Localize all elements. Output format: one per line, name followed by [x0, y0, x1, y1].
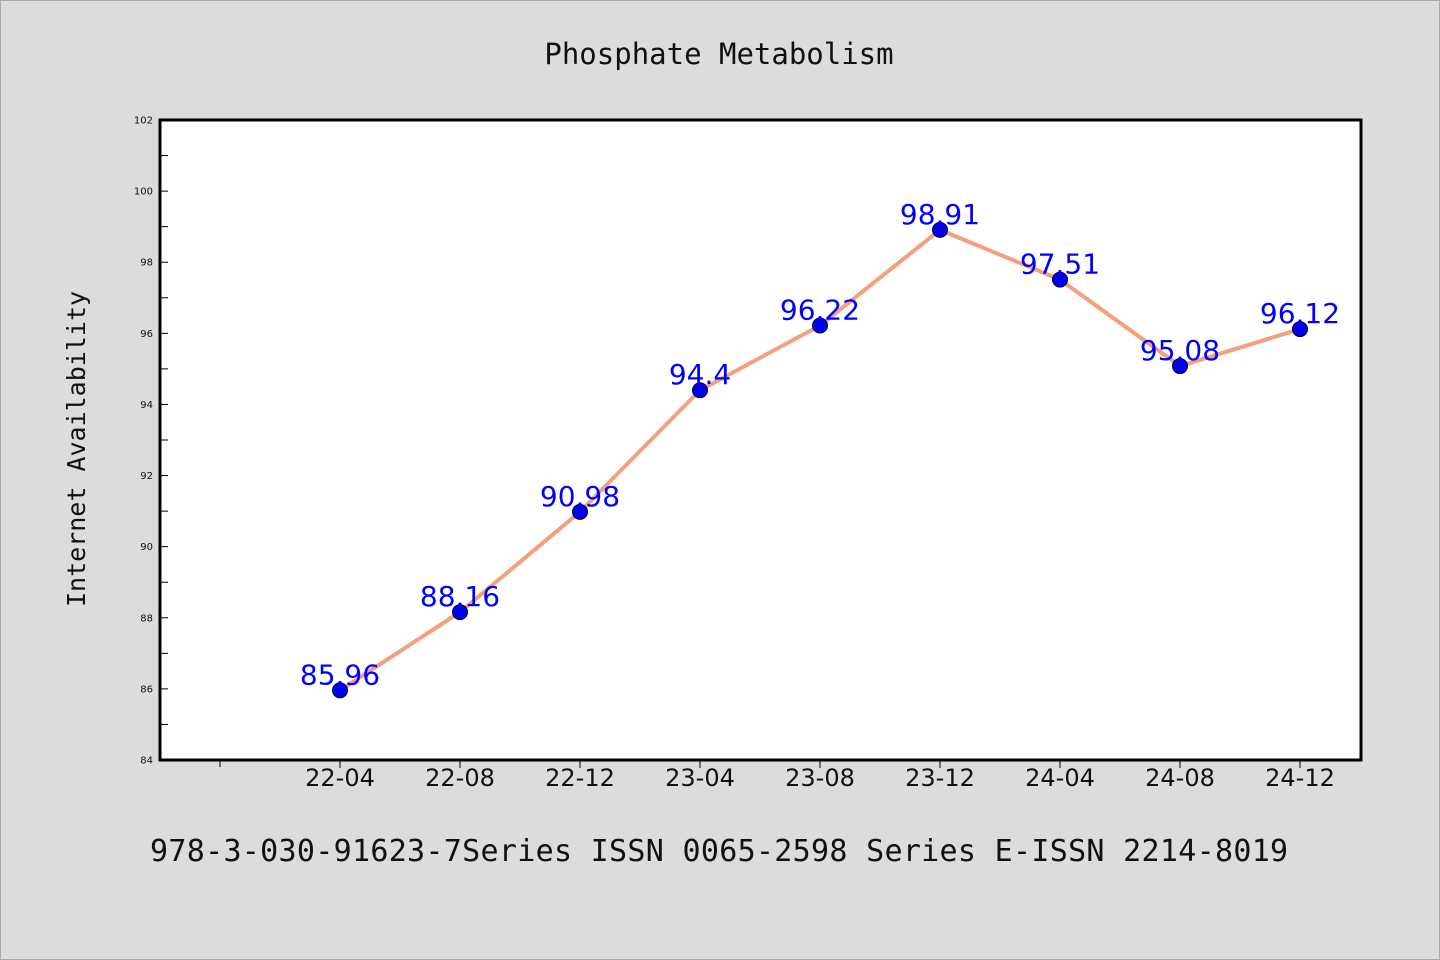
y-tick-label: 96 — [140, 329, 153, 340]
y-axis-ticks: 84 86 88 90 92 94 96 98 100 102 — [134, 116, 168, 767]
chart-title: Phosphate Metabolism — [544, 37, 893, 71]
x-tick-label: 23-04 — [665, 764, 735, 792]
data-label: 96.12 — [1260, 297, 1340, 330]
y-tick-label: 84 — [140, 756, 153, 767]
y-tick-label: 100 — [134, 187, 153, 198]
x-tick-label: 22-12 — [545, 764, 615, 792]
data-point — [452, 604, 468, 621]
y-tick-label: 92 — [140, 471, 153, 482]
y-tick-label: 86 — [140, 684, 153, 695]
y-tick-label: 94 — [140, 400, 153, 411]
y-tick-label: 88 — [140, 613, 153, 624]
data-label: 88.16 — [420, 580, 500, 613]
y-tick-label: 102 — [134, 116, 153, 127]
data-label: 90.98 — [540, 480, 620, 513]
x-tick-label: 24-04 — [1025, 764, 1095, 792]
data-labels: 85.96 88.16 90.98 94.4 96.22 98.91 97.51 95.08 9… — [300, 198, 1340, 691]
data-label: 96.22 — [780, 294, 860, 327]
data-point — [932, 221, 948, 238]
data-point — [1292, 321, 1308, 338]
y-axis-label: Internet Availability — [62, 291, 91, 607]
x-tick-label: 24-12 — [1265, 764, 1335, 792]
data-label: 94.4 — [669, 358, 731, 391]
data-point — [812, 317, 828, 334]
x-tick-label: 23-08 — [785, 764, 855, 792]
data-label: 97.51 — [1020, 248, 1100, 281]
x-tick-label: 22-04 — [305, 764, 375, 792]
data-point — [332, 682, 348, 699]
x-tick-label: 24-08 — [1145, 764, 1215, 792]
footer-isbn-text: 978-3-030-91623-7Series ISSN 0065-2598 S… — [150, 834, 1289, 869]
y-tick-label: 90 — [140, 542, 153, 553]
data-point — [1052, 271, 1068, 288]
data-point — [692, 382, 708, 399]
data-point — [1172, 358, 1188, 375]
y-tick-label: 98 — [140, 258, 153, 269]
data-label: 98.91 — [900, 198, 980, 231]
data-label: 85.96 — [300, 658, 380, 691]
x-axis-ticks: 22-04 22-08 22-12 23-04 23-08 23-12 24-04 24-08… — [219, 760, 1335, 792]
plot-area — [158, 118, 1363, 762]
data-point — [572, 503, 588, 520]
data-series — [332, 221, 1308, 699]
data-label: 95.08 — [1140, 334, 1220, 367]
x-tick-label: 23-12 — [905, 764, 975, 792]
x-tick-label: 22-08 — [425, 764, 495, 792]
